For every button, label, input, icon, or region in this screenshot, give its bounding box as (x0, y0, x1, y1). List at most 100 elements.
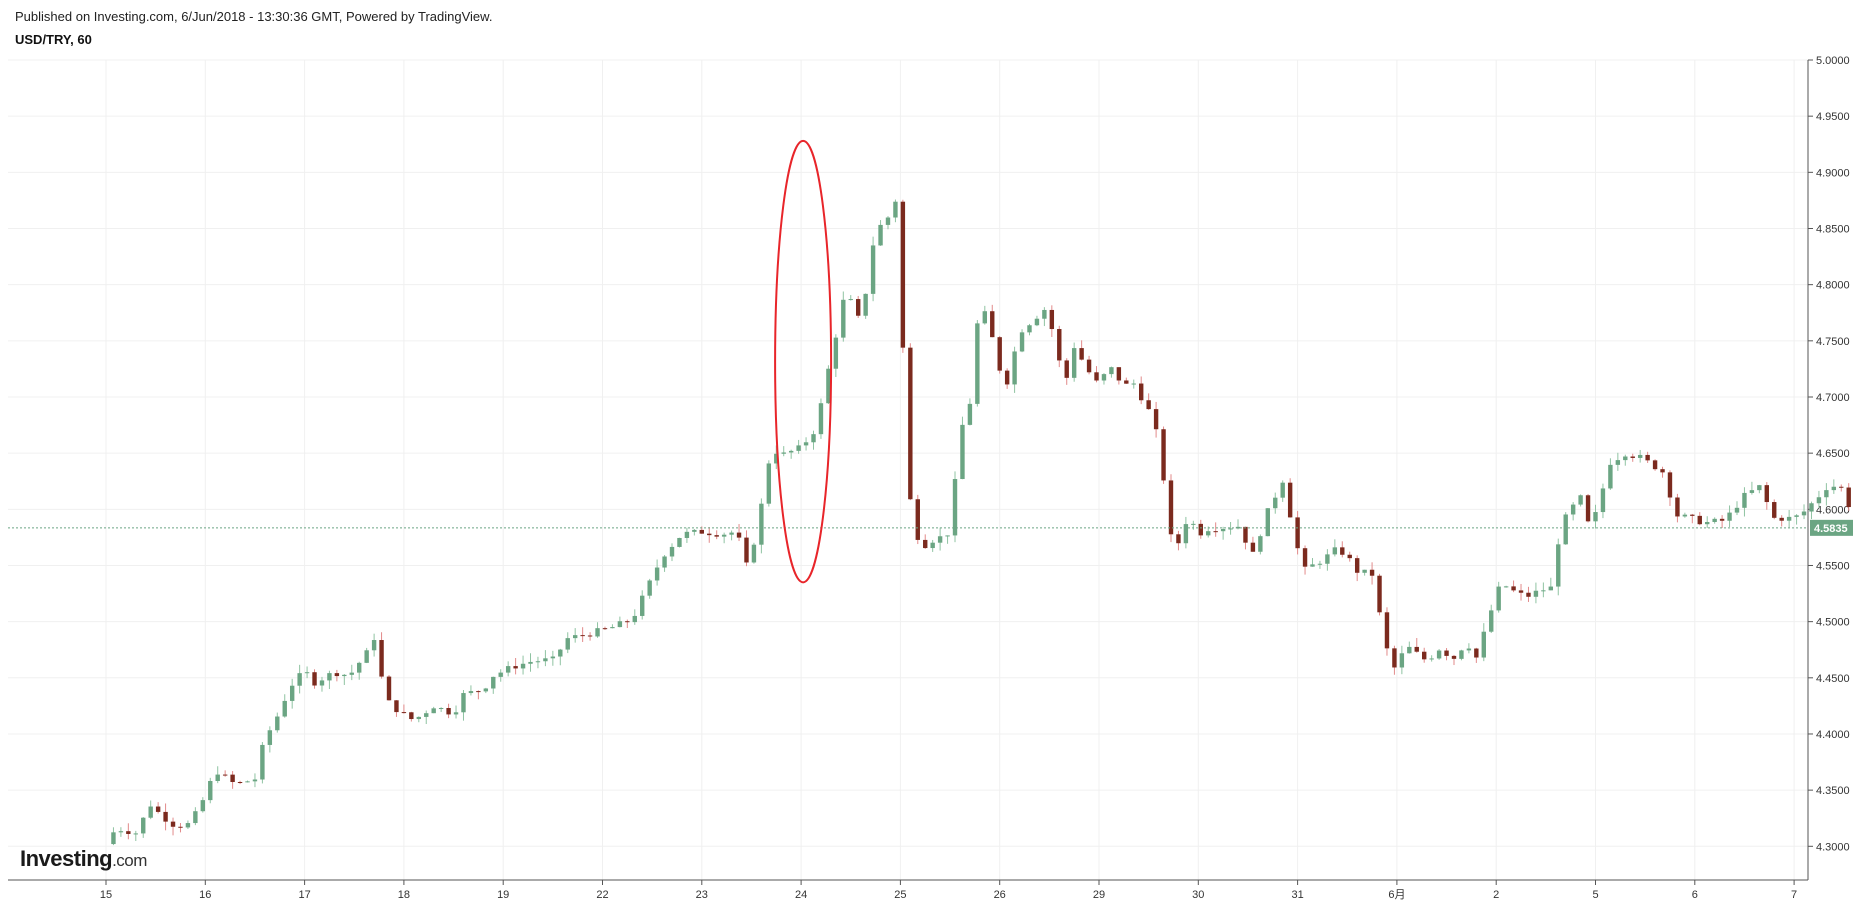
candle-body (1049, 309, 1055, 330)
candle-body (535, 661, 541, 663)
candle-body (1101, 374, 1107, 381)
candle-body (1749, 490, 1755, 493)
candle-body (1131, 383, 1136, 385)
candle-body (1459, 650, 1464, 659)
candle-body (275, 716, 280, 731)
candle-body (1116, 367, 1122, 381)
candle-body (379, 640, 384, 677)
candle-body (863, 293, 868, 316)
candle-body (915, 499, 920, 540)
candle-body (297, 673, 302, 686)
candle-body (654, 567, 660, 581)
candle-body (1667, 472, 1673, 498)
x-tick-label: 23 (696, 889, 708, 901)
candle-body (1697, 515, 1702, 525)
candle-body (1235, 526, 1241, 529)
candle-body (923, 539, 928, 549)
candle-body (1593, 512, 1598, 522)
candle-body (677, 537, 682, 547)
candle-body (699, 529, 704, 534)
candle-body (1168, 480, 1174, 535)
candle-body (1012, 351, 1017, 385)
candle-body (1109, 367, 1114, 375)
candle-body (1384, 612, 1390, 649)
candle-body (572, 635, 578, 639)
current-price-label: 4.5835 (1814, 523, 1848, 535)
candle-body (1057, 329, 1062, 361)
candle-body (774, 453, 779, 464)
candle-body (1727, 512, 1732, 521)
candle-body (416, 716, 421, 720)
candle-body (1786, 516, 1792, 521)
candle-body (133, 833, 138, 835)
candle-body (1325, 554, 1330, 564)
candle-body (1623, 456, 1628, 461)
candle-body (744, 537, 749, 563)
y-tick-label: 4.5500 (1816, 560, 1850, 572)
candle-body (1474, 648, 1479, 658)
candle-body (1615, 460, 1621, 465)
candle-body (878, 224, 883, 246)
candle-body (692, 529, 697, 532)
candle-body (1824, 490, 1829, 498)
candle-body (565, 638, 570, 650)
candle-body (1429, 658, 1434, 660)
candle-body (1436, 650, 1442, 659)
candle-body (1444, 650, 1449, 656)
candle-body (237, 782, 243, 784)
candle-body (1086, 359, 1092, 373)
y-tick-label: 4.6000 (1816, 504, 1850, 516)
candle-body (811, 434, 816, 443)
candle-body (1243, 526, 1248, 543)
candle-body (1489, 610, 1494, 632)
candle-body (126, 831, 131, 834)
candle-body (1712, 518, 1717, 522)
candle-body (401, 712, 407, 714)
x-tick-label: 30 (1192, 889, 1204, 901)
candle-body (602, 628, 608, 630)
candle-body (505, 666, 511, 673)
candle-body (282, 700, 287, 717)
candle-body (580, 635, 585, 637)
candle-body (781, 452, 786, 454)
y-tick-label: 4.5000 (1816, 617, 1850, 629)
x-tick-label: 6月 (1388, 889, 1405, 901)
candle-body (1295, 517, 1300, 549)
candle-body (1757, 485, 1762, 491)
candle-body (714, 535, 719, 537)
candle-body (721, 534, 727, 537)
logo-suffix: .com (112, 851, 147, 870)
candle-body (178, 826, 183, 828)
candle-body (1369, 569, 1375, 576)
candle-body (1511, 586, 1516, 591)
candle-body (1563, 514, 1568, 545)
y-tick-label: 5.0000 (1816, 55, 1850, 67)
candle-body (945, 535, 950, 537)
candle-body (833, 337, 839, 369)
candle-body (1779, 517, 1784, 521)
candle-body (118, 831, 124, 833)
candle-body (759, 503, 764, 545)
candle-body (1176, 534, 1181, 544)
candle-body (289, 685, 295, 701)
y-tick-label: 4.4000 (1816, 729, 1850, 741)
candle-body (1608, 464, 1613, 489)
candle-body (1794, 515, 1799, 517)
candle-body (1407, 646, 1412, 654)
candle-body (1705, 521, 1710, 525)
candle-body (409, 712, 414, 720)
candle-body (669, 546, 675, 557)
x-tick-label: 24 (795, 889, 807, 901)
candle-body (1399, 653, 1405, 668)
candle-body (170, 821, 176, 827)
candle-body (304, 672, 310, 674)
candle-body (1533, 590, 1539, 597)
candle-body (1414, 646, 1419, 652)
candle-body (267, 730, 273, 745)
symbol-title: USD/TRY, 60 (15, 32, 92, 47)
candle-body (1466, 648, 1472, 651)
candle-body (215, 774, 220, 781)
x-tick-label: 15 (100, 889, 112, 901)
candle-body (1220, 528, 1226, 532)
